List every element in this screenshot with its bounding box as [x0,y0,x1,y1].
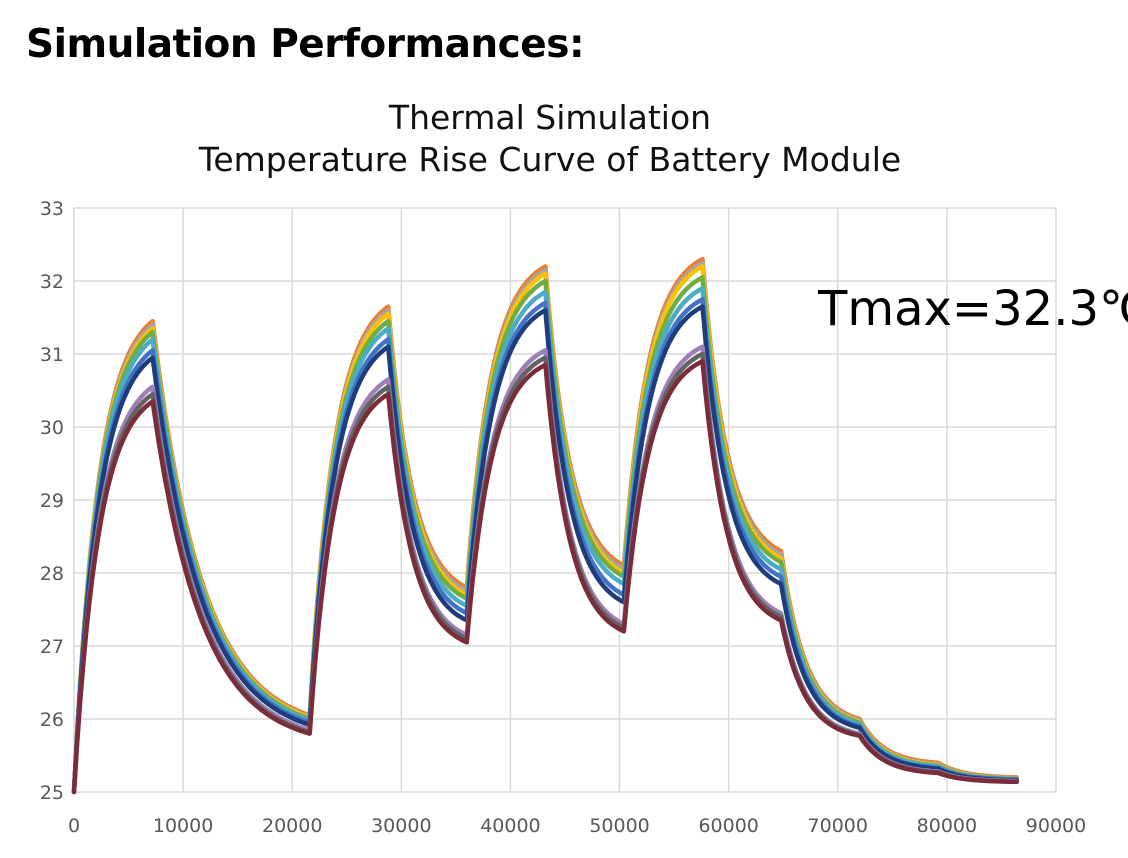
x-tick-label: 0 [68,815,80,837]
x-tick-label: 50000 [589,815,649,837]
chart-subtitle: Temperature Rise Curve of Battery Module [198,140,902,179]
y-tick-label: 32 [40,271,64,293]
tmax-annotation: Tmax=32.3℃ [817,281,1128,337]
y-tick-label: 27 [40,636,64,658]
page-heading: Simulation Performances: [26,22,585,67]
x-tick-label: 30000 [371,815,431,837]
series-line-7 [71,304,1019,795]
y-tick-label: 33 [40,198,64,220]
y-tick-label: 26 [40,709,64,731]
y-tick-label: 25 [40,782,64,804]
chart-series [71,256,1019,795]
y-axis-ticks: 25 26 27 28 29 30 31 32 33 [40,198,64,804]
chart-title: Thermal Simulation [388,98,712,137]
x-tick-label: 60000 [698,815,758,837]
y-tick-label: 28 [40,563,64,585]
x-tick-label: 80000 [917,815,977,837]
x-tick-label: 40000 [480,815,540,837]
series-line-10 [71,359,1019,795]
series-line-1 [71,256,1019,795]
series-line-3 [71,264,1019,795]
x-tick-label: 20000 [262,815,322,837]
x-axis-ticks: 0 10000 20000 30000 40000 50000 60000 70000 8000… [68,815,1086,837]
series-line-2 [71,260,1019,795]
x-tick-label: 70000 [808,815,868,837]
y-tick-label: 29 [40,490,64,512]
y-tick-label: 31 [40,344,64,366]
series-line-8 [71,344,1019,795]
x-tick-label: 90000 [1026,815,1086,837]
y-tick-label: 30 [40,417,64,439]
x-tick-label: 10000 [153,815,213,837]
